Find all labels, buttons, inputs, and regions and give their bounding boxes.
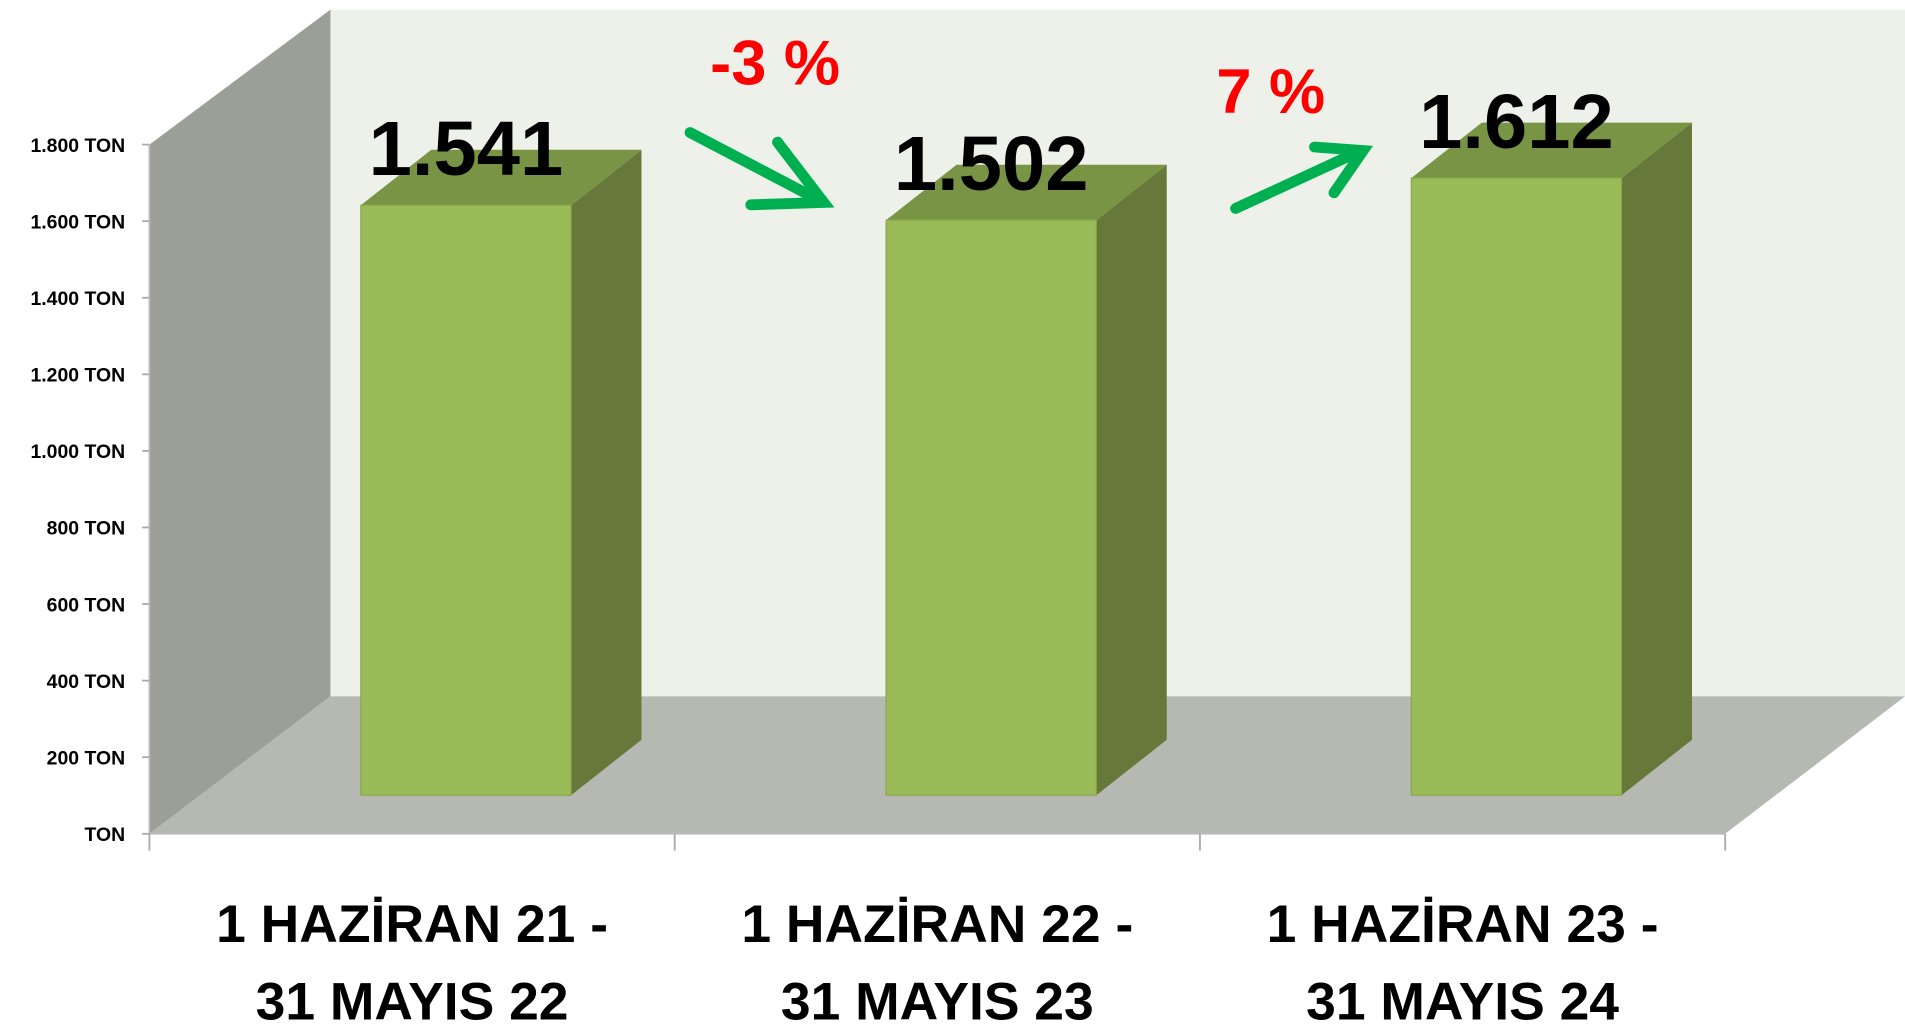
arrows <box>684 127 1374 214</box>
x-tick-label: 31 MAYIS 22 <box>256 973 569 1032</box>
value-label: 1.541 <box>369 106 564 192</box>
x-tick-label: 1 HAZİRAN 23 - <box>1267 895 1659 954</box>
y-tick-label: 1.600 TON <box>30 211 125 233</box>
bar <box>1410 122 1692 796</box>
y-tick-label: 1.200 TON <box>30 365 125 387</box>
bar-side <box>1096 164 1167 796</box>
bar-front <box>1410 177 1623 796</box>
x-tick-label: 1 HAZİRAN 21 - <box>216 895 608 954</box>
bar <box>885 164 1167 796</box>
y-tick-label: TON <box>84 824 125 846</box>
y-tick-label: 1.000 TON <box>30 441 125 463</box>
bar-side <box>571 149 642 796</box>
bar-top <box>360 149 642 206</box>
annotation: 7 % <box>1216 57 1325 127</box>
x-tick-label: 31 MAYIS 24 <box>1306 973 1619 1032</box>
bar-top <box>1411 122 1692 179</box>
value-label: 1.502 <box>894 121 1089 207</box>
bar-top <box>886 164 1167 221</box>
bar <box>360 149 642 796</box>
y-tick-label: 800 TON <box>47 518 125 540</box>
y-tick-label: 1.400 TON <box>30 288 125 310</box>
bar-front <box>885 219 1097 796</box>
x-tick-label: 31 MAYIS 23 <box>781 973 1094 1032</box>
arrow-head <box>745 136 835 211</box>
arrow-down <box>684 127 822 205</box>
bar-front <box>360 204 572 796</box>
y-tick-label: 400 TON <box>47 671 125 693</box>
arrow-up <box>1230 146 1364 214</box>
x-tick-label: 1 HAZİRAN 22 - <box>741 895 1133 954</box>
bar-side <box>1621 122 1692 796</box>
y-tick-label: 600 TON <box>47 594 125 616</box>
y-tick-label: 1.800 TON <box>30 135 125 157</box>
y-tick-label: 200 TON <box>47 748 125 770</box>
side-wall <box>149 9 331 834</box>
annotation: -3 % <box>710 29 840 99</box>
value-label: 1.612 <box>1419 79 1614 165</box>
arrow-head <box>1309 141 1374 199</box>
